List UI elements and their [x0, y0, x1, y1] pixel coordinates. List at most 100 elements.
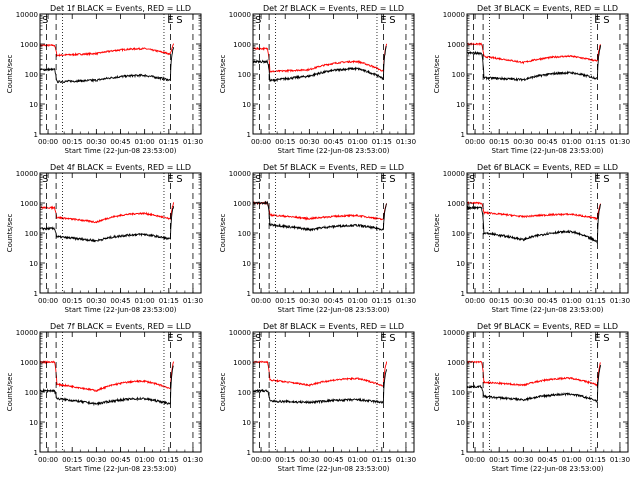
x-tick-label: 01:15: [586, 456, 606, 464]
y-tick-label: 100: [238, 230, 251, 238]
x-tick-label: 01:00: [135, 138, 155, 146]
start-marker: S: [42, 174, 48, 185]
x-tick-label: 01:30: [396, 138, 416, 146]
end-marker: S: [603, 333, 609, 344]
end-marker: E: [167, 15, 173, 26]
x-tick-label: 00:15: [489, 456, 509, 464]
x-tick-label: 01:00: [562, 297, 582, 305]
panel-title: Det 3f BLACK = Events, RED = LLD: [477, 4, 618, 13]
y-tick-label: 10000: [229, 170, 251, 178]
events-series-line: [39, 206, 175, 243]
y-tick-label: 10: [29, 260, 38, 268]
x-tick-label: 00:15: [62, 297, 82, 305]
y-tick-label: 100: [25, 71, 38, 79]
y-tick-label: 10000: [443, 11, 465, 19]
y-tick-label: 1: [247, 290, 251, 298]
y-tick-label: 1: [34, 131, 38, 139]
x-axis-label: Start Time (22-Jun-08 23:53:00): [278, 306, 390, 314]
end-marker: E: [380, 15, 386, 26]
start-marker: S: [42, 15, 48, 26]
x-tick-label: 00:45: [537, 297, 557, 305]
x-tick-label: 00:00: [465, 138, 485, 146]
x-tick-label: 01:00: [348, 456, 368, 464]
x-tick-label: 00:15: [489, 297, 509, 305]
lld-series-line: [39, 43, 175, 57]
y-tick-label: 1: [461, 449, 465, 457]
plot-frame: [252, 13, 415, 135]
y-axis-label: Counts/sec: [6, 55, 14, 94]
x-tick-label: 01:30: [610, 456, 630, 464]
x-tick-label: 00:00: [251, 138, 271, 146]
x-tick-label: 01:00: [562, 138, 582, 146]
y-tick-label: 1000: [233, 200, 251, 208]
x-axis-label: Start Time (22-Jun-08 23:53:00): [492, 306, 604, 314]
x-tick-label: 01:15: [586, 138, 606, 146]
y-tick-label: 1000: [20, 41, 38, 49]
x-tick-label: 01:30: [610, 138, 630, 146]
x-tick-label: 01:00: [562, 456, 582, 464]
x-tick-label: 01:30: [396, 456, 416, 464]
x-tick-label: 00:30: [86, 456, 106, 464]
x-tick-label: 01:30: [183, 297, 203, 305]
events-series-line: [252, 369, 388, 405]
y-tick-label: 10000: [16, 170, 38, 178]
start-marker: S: [255, 174, 261, 185]
panel-title: Det 6f BLACK = Events, RED = LLD: [477, 163, 618, 172]
lld-series-line: [252, 360, 388, 388]
end-marker: E: [167, 174, 173, 185]
x-axis-label: Start Time (22-Jun-08 23:53:00): [65, 306, 177, 314]
panel-title: Det 9f BLACK = Events, RED = LLD: [477, 322, 618, 331]
x-tick-label: 00:15: [62, 138, 82, 146]
y-axis-label: Counts/sec: [6, 214, 14, 253]
end-marker: S: [389, 15, 395, 26]
x-axis-label: Start Time (22-Jun-08 23:53:00): [278, 147, 390, 155]
y-tick-label: 100: [25, 230, 38, 238]
x-tick-label: 00:30: [86, 297, 106, 305]
end-marker: S: [603, 15, 609, 26]
y-tick-label: 10: [456, 419, 465, 427]
x-tick-label: 01:15: [159, 297, 179, 305]
events-series-line: [466, 204, 602, 244]
y-axis-label: Counts/sec: [433, 55, 441, 94]
x-tick-label: 00:30: [299, 456, 319, 464]
y-tick-label: 1: [247, 449, 251, 457]
x-tick-label: 00:45: [537, 138, 557, 146]
panel-title: Det 2f BLACK = Events, RED = LLD: [263, 4, 404, 13]
lld-series-line: [252, 200, 388, 221]
y-tick-label: 1: [461, 131, 465, 139]
y-tick-label: 100: [238, 389, 251, 397]
y-axis-label: Counts/sec: [433, 214, 441, 253]
x-tick-label: 00:00: [38, 456, 58, 464]
x-tick-label: 01:15: [586, 297, 606, 305]
lld-series-line: [466, 360, 601, 387]
y-tick-label: 10: [29, 419, 38, 427]
x-tick-label: 00:30: [513, 138, 533, 146]
x-tick-label: 01:15: [159, 138, 179, 146]
x-tick-label: 00:00: [251, 456, 271, 464]
lld-series-line: [466, 42, 601, 65]
events-series-line: [252, 200, 388, 232]
end-marker: S: [176, 174, 182, 185]
x-tick-label: 01:15: [372, 138, 392, 146]
y-tick-label: 10: [242, 419, 251, 427]
x-tick-label: 00:00: [38, 297, 58, 305]
x-tick-label: 00:15: [489, 138, 509, 146]
x-axis-label: Start Time (22-Jun-08 23:53:00): [492, 465, 604, 473]
plot-frame: [252, 172, 415, 294]
y-tick-label: 10: [29, 101, 38, 109]
y-tick-label: 1000: [20, 359, 38, 367]
lld-series-line: [39, 202, 175, 224]
y-tick-label: 10: [242, 101, 251, 109]
y-tick-label: 1: [34, 449, 38, 457]
y-tick-label: 100: [452, 230, 465, 238]
end-marker: S: [176, 15, 182, 26]
x-tick-label: 00:45: [110, 138, 130, 146]
x-axis-label: Start Time (22-Jun-08 23:53:00): [65, 147, 177, 155]
y-tick-label: 10000: [16, 11, 38, 19]
y-axis-label: Counts/sec: [433, 373, 441, 412]
x-tick-label: 00:30: [513, 297, 533, 305]
end-marker: S: [603, 174, 609, 185]
x-tick-label: 00:00: [465, 297, 485, 305]
